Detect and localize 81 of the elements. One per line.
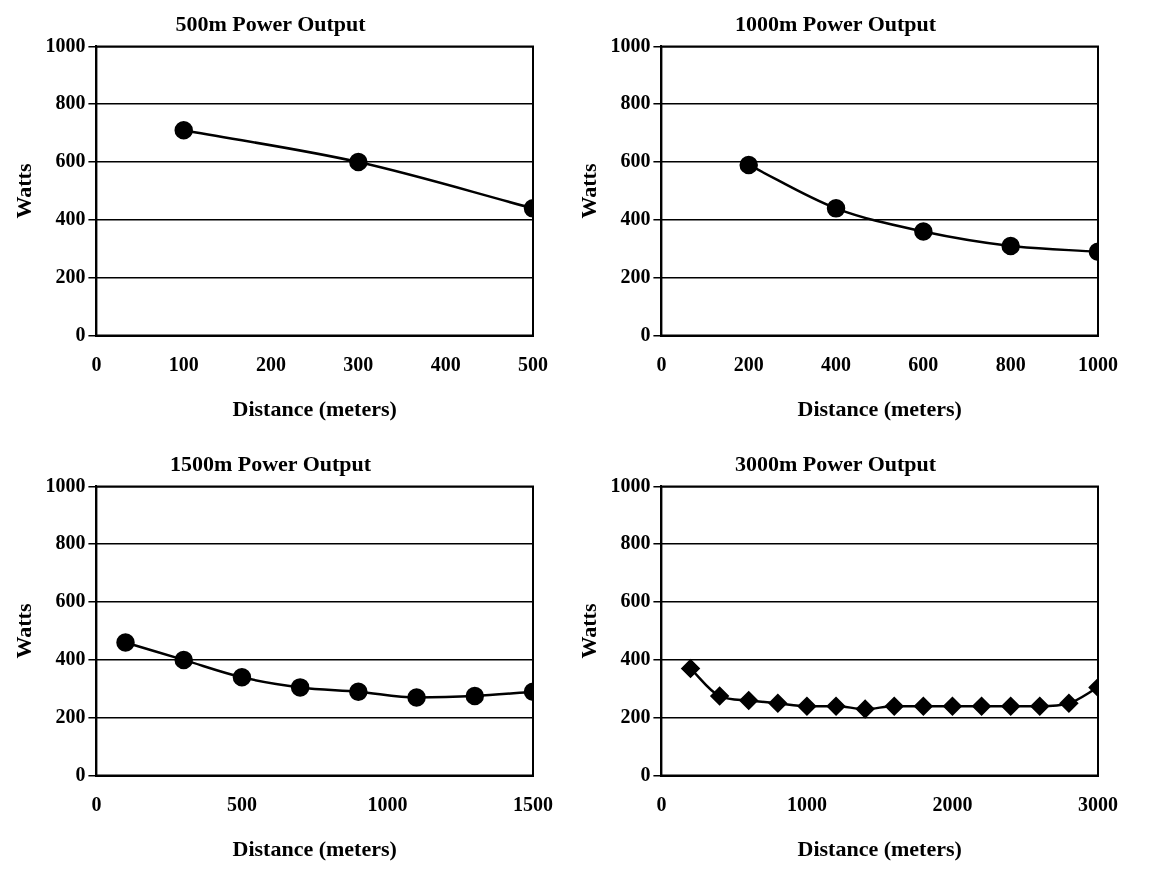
point [739, 155, 758, 175]
point [681, 659, 700, 678]
point [826, 696, 846, 716]
x-tick-label: 200 [733, 352, 764, 375]
x-tick-label: 400 [821, 352, 852, 375]
y-axis-title: Watts [575, 163, 601, 219]
x-axis-title: Distance (meters) [797, 396, 962, 422]
x-tick-label: 2000 [932, 792, 973, 815]
point [1059, 694, 1079, 713]
y-tick-label: 800 [55, 531, 86, 554]
y-tick-label: 400 [55, 207, 86, 230]
point [174, 650, 193, 670]
x-tick-label: 1000 [1078, 352, 1118, 375]
x-tick-label: 0 [91, 792, 102, 815]
point [1001, 236, 1020, 256]
x-tick-label: 100 [168, 352, 199, 375]
y-tick-label: 400 [620, 647, 651, 670]
point [710, 686, 729, 706]
x-tick-label: 0 [656, 792, 667, 815]
point [232, 668, 252, 687]
x-tick-label: 800 [995, 352, 1026, 375]
point [739, 691, 758, 710]
x-tick-label: 600 [908, 352, 939, 375]
x-axis-title: Distance (meters) [232, 836, 397, 862]
point [768, 694, 788, 713]
y-tick-label: 0 [640, 322, 651, 345]
point [914, 222, 933, 241]
x-tick-label: 1500 [513, 792, 553, 815]
y-tick-label: 600 [55, 589, 86, 612]
point [290, 678, 310, 697]
y-tick-label: 200 [620, 704, 651, 727]
point [407, 688, 426, 707]
y-tick-label: 400 [620, 207, 651, 230]
x-tick-label: 200 [256, 352, 287, 375]
x-tick-label: 500 [518, 352, 548, 375]
chart-title: 500m Power Output [175, 10, 367, 36]
point [855, 699, 875, 719]
x-tick-label: 0 [91, 352, 102, 375]
y-tick-label: 0 [75, 762, 86, 785]
point [826, 199, 846, 218]
point [797, 696, 817, 716]
y-axis-title: Watts [10, 163, 36, 219]
x-tick-label: 3000 [1078, 792, 1118, 815]
chart-title: 3000m Power Output [734, 450, 937, 476]
point [1001, 696, 1020, 716]
point [1030, 696, 1050, 716]
y-tick-label: 200 [620, 264, 651, 287]
x-tick-label: 0 [656, 352, 667, 375]
y-tick-label: 1000 [45, 33, 86, 56]
y-tick-label: 600 [620, 589, 651, 612]
point [885, 696, 904, 716]
point [465, 686, 485, 706]
x-tick-label: 1000 [367, 792, 408, 815]
y-tick-label: 0 [640, 762, 651, 785]
x-tick-label: 400 [430, 352, 461, 375]
y-tick-label: 800 [55, 91, 86, 114]
y-tick-label: 1000 [45, 473, 86, 496]
x-axis-title: Distance (meters) [232, 396, 397, 422]
y-tick-label: 800 [620, 531, 651, 554]
y-tick-label: 0 [75, 322, 86, 345]
point [349, 682, 368, 701]
y-axis-title: Watts [575, 603, 601, 659]
x-tick-label: 300 [343, 352, 374, 375]
y-tick-label: 600 [55, 149, 86, 172]
y-tick-label: 200 [55, 264, 86, 287]
y-tick-label: 800 [620, 91, 651, 114]
point [914, 696, 933, 716]
x-tick-label: 1000 [786, 792, 827, 815]
x-tick-label: 500 [226, 792, 257, 815]
point [972, 696, 991, 716]
chart-title: 1500m Power Output [169, 450, 372, 476]
y-tick-label: 400 [55, 647, 86, 670]
y-tick-label: 1000 [610, 33, 651, 56]
y-tick-label: 1000 [610, 473, 651, 496]
y-axis-title: Watts [10, 603, 36, 659]
y-tick-label: 600 [620, 149, 651, 172]
x-axis-title: Distance (meters) [797, 836, 962, 862]
chart-title: 1000m Power Output [734, 10, 937, 36]
point [943, 696, 962, 716]
y-tick-label: 200 [55, 704, 86, 727]
point [116, 633, 135, 652]
